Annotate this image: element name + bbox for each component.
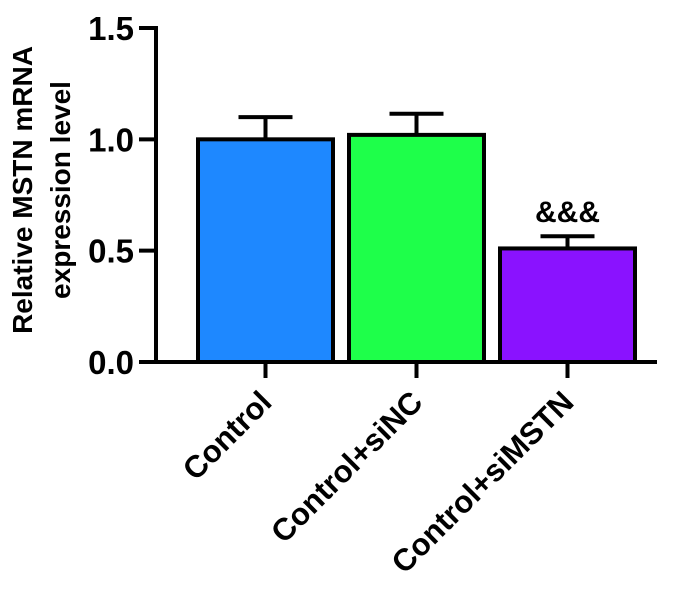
x-tick-label: Control+siNC [264, 384, 429, 549]
y-tick-label: 1.5 [88, 10, 134, 47]
x-tick-label: Control [176, 384, 279, 487]
bars-group: &&& [196, 111, 637, 364]
significance-annotation: &&& [535, 196, 600, 229]
y-axis-label-line-1: Relative MSTN mRNA [7, 46, 38, 334]
y-axis-label-line-2: expression level [45, 81, 76, 299]
y-tick-label: 1.0 [88, 121, 134, 158]
bar-control [196, 137, 335, 364]
bar-control-simstn [498, 246, 637, 364]
y-tick-label: 0.5 [88, 233, 134, 270]
y-tick-label: 0.0 [88, 344, 134, 381]
bar-control-sinc [347, 132, 486, 364]
